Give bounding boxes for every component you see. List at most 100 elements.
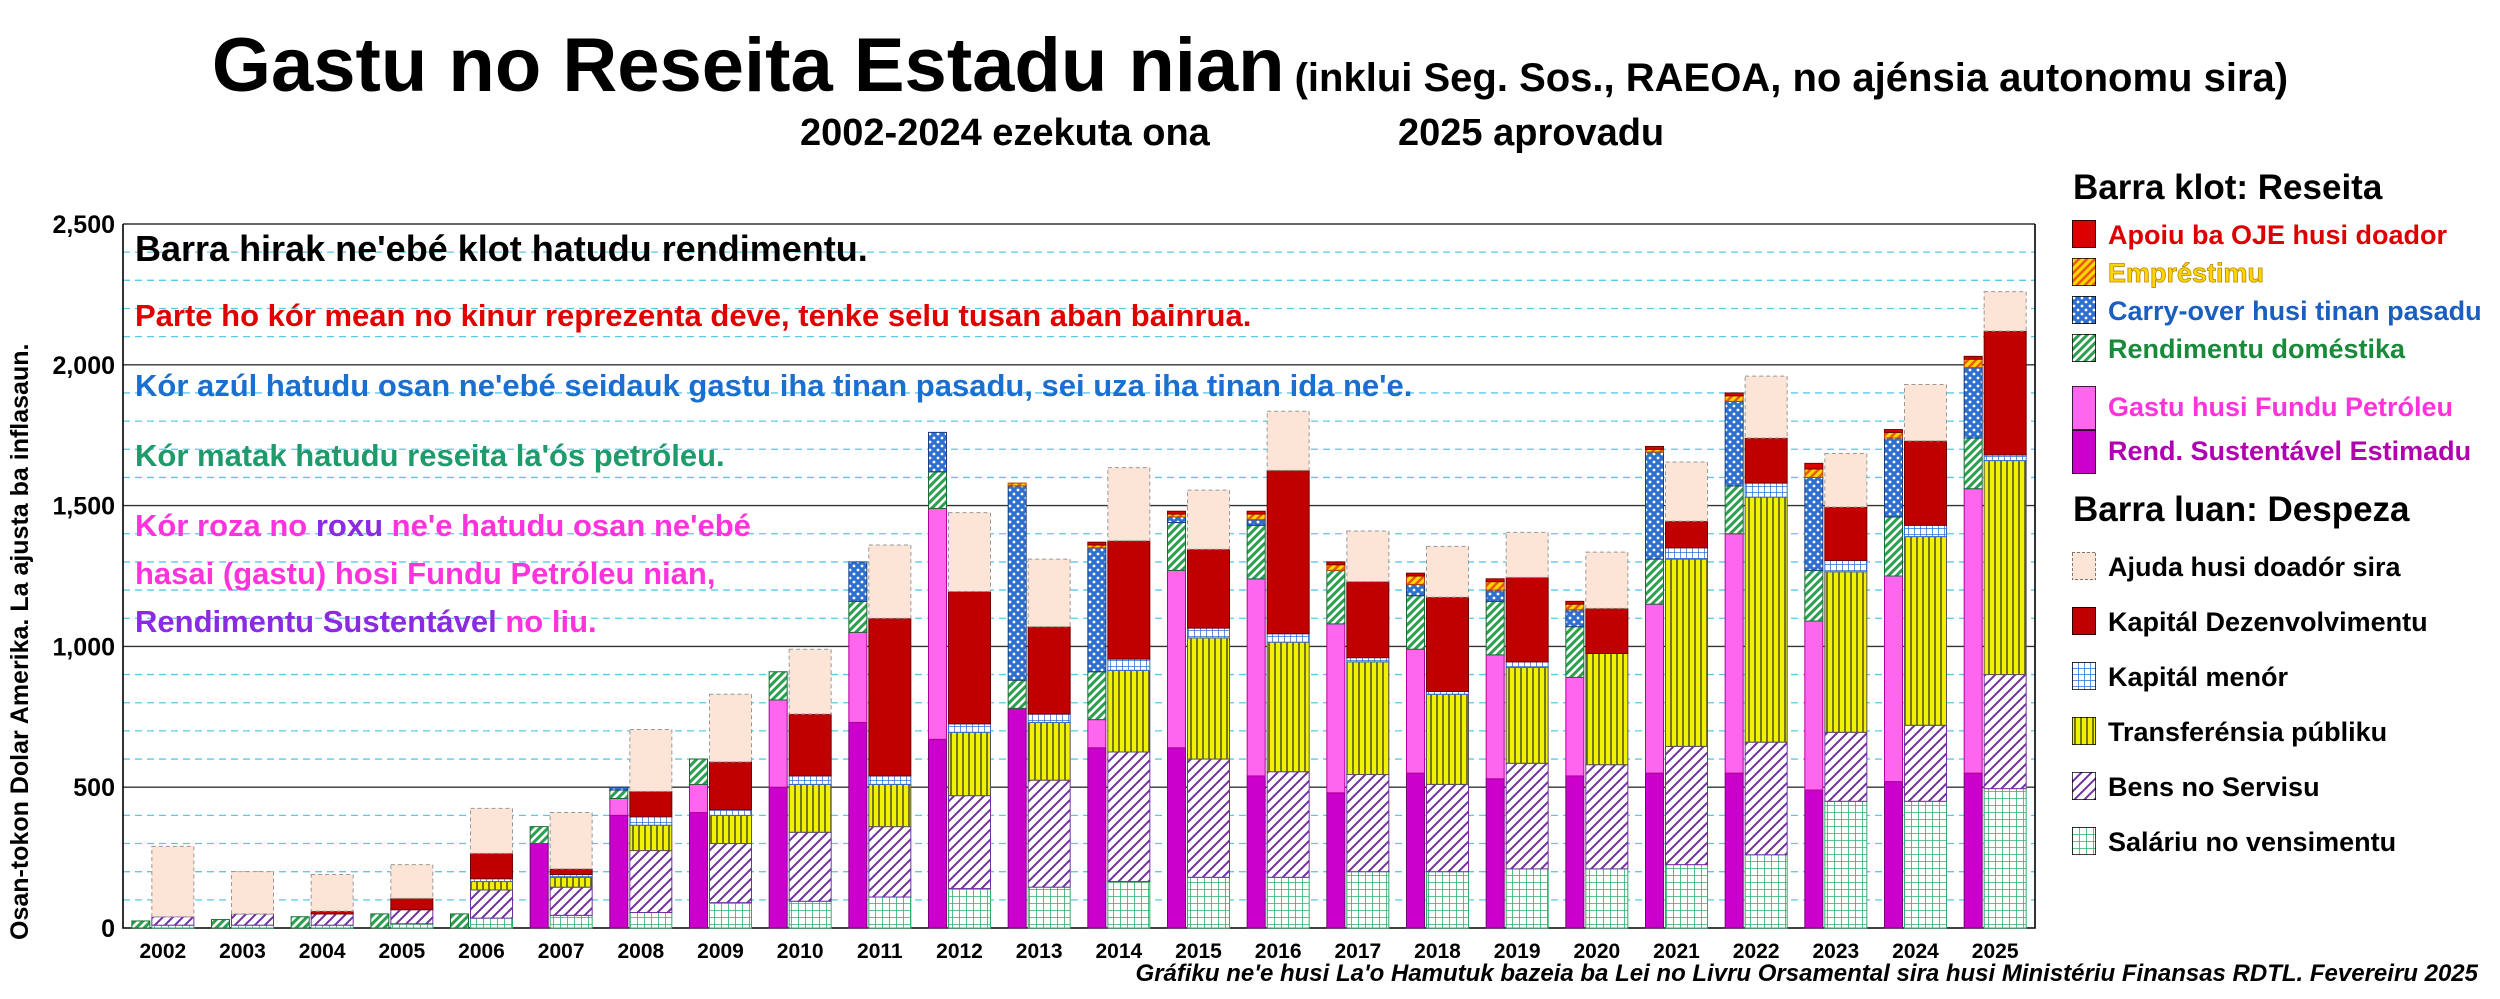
note-wide-bars: Barra hirak ne'ebé klot hatudu rendiment… [135, 228, 868, 269]
revenue-bar-segment [1246, 510, 1266, 515]
expense-bar-segment [1744, 496, 1788, 743]
revenue-bar-segment [848, 561, 868, 602]
chart-title: Gastu no Reseita Estadu nian [211, 23, 1285, 108]
y-tick-label: 2,500 [52, 211, 115, 239]
revenue-bar-segment [1565, 600, 1585, 605]
revenue-bar-segment [689, 783, 708, 814]
revenue-bar-segment [1963, 367, 1983, 439]
revenue-bar-segment [1804, 468, 1824, 478]
x-tick-label: 2021 [1653, 940, 1700, 963]
legend-label: Bens no Servisu [2108, 772, 2320, 802]
expense-bar-segment [788, 831, 832, 902]
revenue-bar-segment [1007, 707, 1027, 929]
revenue-bar-segment [1645, 558, 1664, 605]
legend-swatch [2072, 258, 2096, 286]
y-tick-label: 2,000 [52, 352, 115, 380]
revenue-bar-segment [1724, 400, 1744, 487]
note-pf-line3: Rendimentu Sustentável no liu. [135, 604, 597, 640]
expense-bar-segment [1904, 524, 1947, 538]
revenue-bar-segment [1406, 595, 1425, 650]
revenue-bar-segment [1246, 775, 1266, 929]
legend-swatch [2072, 662, 2096, 690]
expense-bar-segment [948, 731, 991, 797]
expense-bar-segment [1027, 886, 1071, 929]
revenue-bar-segment [1884, 781, 1903, 929]
legend-swatch [2072, 717, 2096, 745]
expense-bar-segment [1904, 536, 1947, 726]
note-pf-line1: Kór roza no roxu ne'e hatudu osan ne'ebé [135, 508, 751, 544]
expense-bar-segment [1665, 558, 1708, 747]
expense-bar-segment [1187, 758, 1230, 878]
x-tick-label: 2018 [1414, 940, 1461, 963]
expense-bar-segment [629, 850, 673, 914]
revenue-bar-segment [1485, 654, 1505, 780]
expense-bar-segment [470, 881, 513, 891]
revenue-bar-segment [1087, 541, 1107, 546]
expense-bar-segment [1107, 658, 1151, 671]
x-tick-label: 2003 [219, 940, 266, 963]
expense-bar-segment [868, 544, 912, 619]
revenue-bar-segment [1087, 747, 1107, 929]
expense-bar-segment [1426, 783, 1469, 873]
expense-bar-segment [1904, 384, 1947, 442]
revenue-bar-segment [1167, 516, 1186, 523]
x-tick-label: 2004 [299, 940, 346, 963]
expense-bar-segment [1426, 693, 1469, 785]
y-axis-label: Osan-tokon Dolar Amerika. La ajusta ba i… [6, 343, 34, 940]
revenue-bar-segment [1724, 772, 1744, 929]
note-pink: Kór roza [135, 508, 261, 543]
x-tick-label: 2014 [1095, 940, 1142, 963]
y-tick-label: 1,000 [52, 633, 115, 661]
expense-bar-segment [1187, 876, 1230, 929]
revenue-bar-segment [1963, 355, 1983, 360]
revenue-bar-segment [1804, 620, 1824, 791]
expense-bar-segment [1505, 661, 1549, 669]
revenue-bar-segment [290, 916, 310, 929]
expense-bar-segment [310, 873, 354, 912]
revenue-bar-segment [529, 843, 549, 929]
x-tick-label: 2006 [458, 940, 505, 963]
expense-bar-segment [549, 812, 593, 870]
expense-bar-segment [709, 809, 752, 816]
expense-bar-segment [1505, 667, 1549, 764]
expense-bar-segment [390, 864, 434, 899]
x-tick-label: 2022 [1733, 940, 1780, 963]
expense-bar-segment [549, 914, 593, 929]
x-tick-label: 2017 [1334, 940, 1381, 963]
source-footnote: Gráfiku ne'e husi La'o Hamutuk bazeia ba… [1135, 960, 2478, 987]
expense-bar-segment [1107, 467, 1151, 542]
revenue-bar-segment [1167, 747, 1186, 929]
y-tick-label: 0 [101, 915, 115, 943]
x-tick-label: 2007 [538, 940, 585, 963]
expense-bar-segment [709, 693, 752, 763]
expense-bar-segment [948, 888, 991, 929]
revenue-bar-segment [1326, 792, 1346, 929]
note-and: no [260, 508, 316, 543]
expense-bar-segment [1187, 548, 1230, 629]
expense-bar-segment [788, 648, 832, 715]
revenue-bar-segment [1645, 772, 1664, 929]
expense-bar-segment [1665, 547, 1708, 560]
expense-bar-segment [1824, 506, 1868, 562]
expense-bar-segment [948, 590, 991, 725]
expense-bar-segment [1107, 751, 1151, 883]
note-pf-line2: hasai (gastu) hosi Fundu Petróleu nian, [135, 556, 716, 591]
expense-bar-segment [231, 871, 274, 915]
expense-bar-segment [1585, 652, 1629, 766]
revenue-bar-segment [1167, 569, 1186, 749]
legend-label: Carry-over husi tinan pasadu [2108, 296, 2482, 326]
legend-label: Rend. Sustentável Estimadu [2108, 436, 2472, 466]
revenue-bar-segment [1326, 564, 1346, 571]
expense-bar-segment [868, 896, 912, 929]
legend-swatch [2072, 430, 2096, 474]
expense-bar-segment [1983, 788, 2027, 929]
expense-bar-segment [1983, 460, 2027, 676]
expense-bar-segment [1585, 764, 1629, 870]
y-tick-label: 500 [73, 774, 115, 802]
expense-bar-segment [1346, 581, 1390, 659]
revenue-bar-segment [928, 471, 947, 509]
revenue-bar-segment [1007, 482, 1027, 487]
expense-bar-segment [709, 902, 752, 929]
legend-label: Rendimentu doméstika [2108, 334, 2406, 364]
expense-bar-segment [1744, 437, 1788, 484]
